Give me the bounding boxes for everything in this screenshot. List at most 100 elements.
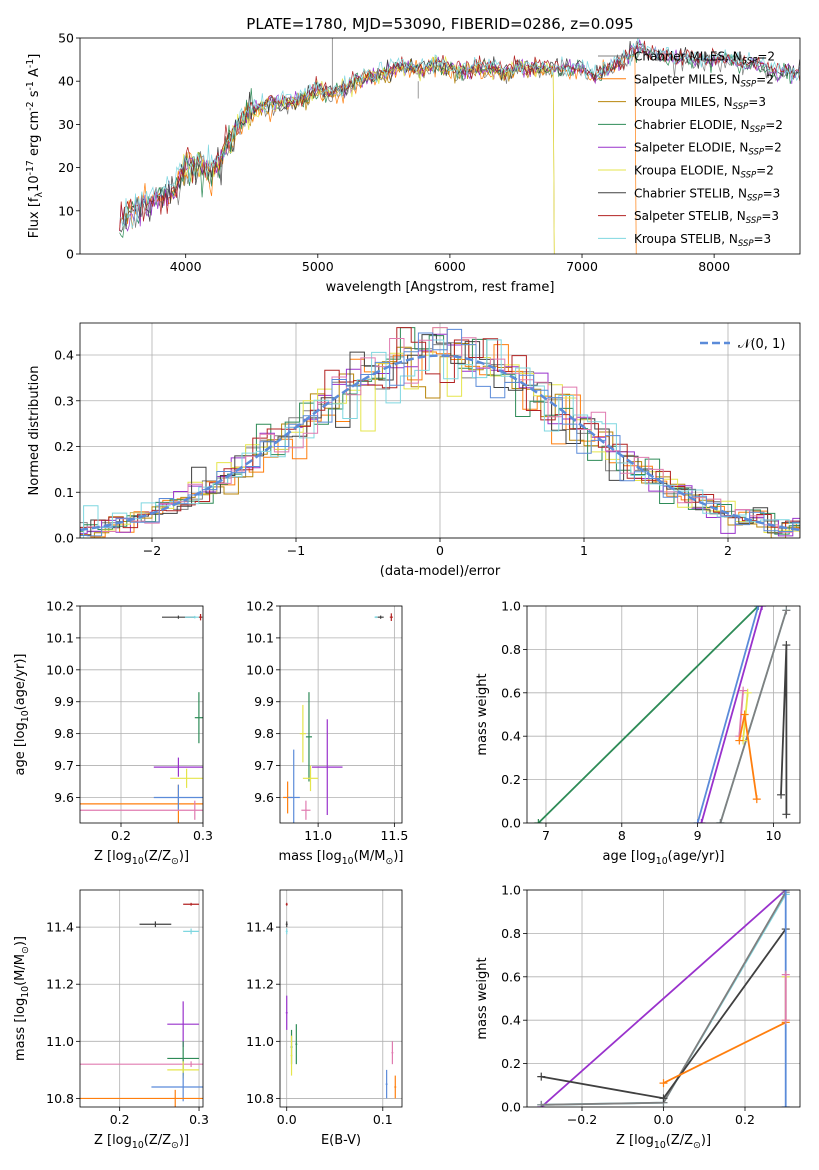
mass-weight-vs-Z-lines	[537, 890, 790, 1107]
mass-vs-ebv-errorbar-1	[285, 902, 288, 906]
mass-weight-vs-age-marker	[697, 819, 706, 823]
residuals-xlabel: (data-model)/error	[380, 564, 501, 579]
spectrum-legend: Chabrier MILES, NSSP=2 Salpeter MILES, NS…	[598, 50, 783, 249]
mass-vs-ebv-xtick-label: 0.0	[277, 1112, 297, 1127]
mass-weight-vs-age-marker	[754, 606, 763, 610]
age-vs-Z-ytick-label: 10.1	[46, 630, 74, 645]
age-vs-mass-errorbar-4	[299, 704, 306, 763]
mass-vs-Z-panel: 0.2 0.3 10.8 11.0 11.2 11.4 Z [log10(Z/Z⊙)] mas…	[13, 889, 209, 1151]
mass-vs-Z-ytick-label: 11.2	[46, 977, 74, 992]
age-vs-Z-points	[80, 613, 203, 823]
legend-label-7: Chabrier STELIB, NSSP=3	[634, 186, 780, 203]
mass-weight-vs-age-marker	[782, 810, 791, 819]
mass-vs-Z-xlabel: Z [log10(Z/Z⊙)]	[94, 1133, 189, 1151]
age-vs-Z-errorbar-3	[198, 613, 203, 621]
mass-vs-ebv-errorbar-7	[290, 1035, 293, 1076]
mass-weight-vs-age-frame	[526, 605, 801, 824]
age-vs-mass-errorbar-2	[287, 749, 300, 823]
legend-label-5: Salpeter ELODIE, NSSP=2	[634, 141, 782, 158]
mass-vs-Z-errorbar-4	[167, 1001, 200, 1048]
mass-weight-vs-Z-marker	[781, 970, 790, 979]
residual-hist-8	[80, 327, 800, 538]
mass-vs-ebv-xlabel: E(B-V)	[321, 1133, 361, 1148]
mass-vs-Z-points	[80, 902, 203, 1107]
mass-weight-vs-age-xtick-label: 9	[694, 828, 702, 843]
mass-weight-vs-age-series-1	[537, 606, 759, 823]
legend-label-8: Salpeter STELIB, NSSP=3	[634, 209, 779, 226]
spectrum-xtick-label: 6000	[434, 259, 466, 274]
mass-weight-vs-Z-ytick-label: 0.2	[501, 1056, 521, 1071]
age-vs-mass-errorbar-10	[389, 613, 393, 621]
spectrum-xlabel: wavelength [Angstrom, rest frame]	[326, 280, 555, 295]
mass-weight-vs-age-panel: 7 8 9 10 0.0 0.2 0.4 0.6 0.8 1.0 age [log10(age/yr…	[475, 599, 801, 867]
age-vs-Z-ytick-label: 9.8	[54, 726, 74, 741]
mass-vs-Z-ylabel: mass [log10(M/M⊙)]	[13, 936, 31, 1061]
mass-vs-ebv-frame	[279, 889, 403, 1108]
residuals-panel: −2 −1 0 1 2 0.0 0.1 0.2 0.3 0.4 (data-model)/error…	[27, 322, 801, 579]
mass-vs-ebv-errorbar-2	[285, 921, 288, 928]
mass-weight-vs-age-xtick-label: 7	[542, 828, 550, 843]
residuals-ytick-label: 0.3	[54, 393, 74, 408]
legend-label-1: Chabrier MILES, NSSP=2	[634, 50, 775, 67]
mass-weight-vs-Z-panel: −0.2 0.0 0.2 0.0 0.2 0.4 0.6 0.8 1.0 Z [log10(Z/Z…	[475, 883, 801, 1151]
mass-vs-Z-frame	[79, 889, 204, 1108]
mass-weight-vs-age-series-8	[738, 714, 758, 800]
legend-label-6: Kroupa ELODIE, NSSP=2	[634, 164, 774, 181]
mass-weight-vs-age-ylabel: mass weight	[475, 673, 490, 755]
residual-hist-9	[80, 339, 800, 538]
mass-weight-vs-age-marker	[740, 710, 749, 719]
mass-vs-ebv-errorbar-8	[385, 1069, 388, 1099]
mass-weight-vs-Z-marker	[537, 1100, 546, 1107]
mass-vs-ebv-errorbar-3	[285, 928, 288, 935]
mass-vs-ebv-errorbar-6	[295, 1024, 298, 1065]
mass-weight-vs-Z-ytick-label: 0.8	[501, 926, 521, 941]
mass-vs-Z-errorbar-9	[80, 1089, 203, 1107]
age-vs-Z-ytick-label: 10.2	[46, 599, 74, 614]
mass-weight-vs-age-marker	[534, 819, 543, 823]
mass-weight-vs-age-marker	[693, 819, 702, 823]
residual-hist-5	[80, 333, 800, 537]
mass-vs-Z-errorbar-2	[139, 921, 172, 928]
mass-weight-vs-age-ytick-label: 0.8	[501, 642, 521, 657]
residuals-xtick-label: 1	[580, 543, 588, 558]
mass-weight-vs-Z-marker	[781, 890, 790, 894]
normal-reference-curve	[80, 354, 800, 532]
spectrum-xtick-label: 4000	[170, 259, 202, 274]
legend-label-2: Salpeter MILES, NSSP=2	[634, 72, 774, 89]
age-vs-Z-errorbar-7	[170, 768, 203, 788]
age-vs-Z-xtick-label: 0.3	[193, 828, 213, 843]
mass-vs-Z-xtick-label: 0.3	[189, 1112, 209, 1127]
age-vs-mass-errorbar-5	[305, 692, 313, 782]
mass-weight-vs-age-marker	[743, 688, 752, 697]
spectrum-xtick-label: 7000	[566, 259, 598, 274]
spectrum-ytick-label: 50	[58, 31, 74, 46]
mass-weight-vs-Z-marker	[781, 1103, 790, 1107]
mass-weight-vs-age-marker	[777, 790, 786, 799]
mass-weight-vs-age-marker	[752, 795, 761, 804]
residuals-frame	[79, 322, 801, 539]
mass-weight-vs-age-ytick-label: 0.6	[501, 685, 521, 700]
mass-weight-vs-Z-ylabel: mass weight	[475, 957, 490, 1039]
mass-weight-vs-age-marker	[782, 641, 791, 650]
age-vs-mass-ytick-label: 10.1	[246, 630, 274, 645]
mass-weight-vs-age-ytick-label: 0.0	[501, 816, 521, 831]
age-vs-mass-ytick-label: 9.7	[254, 758, 274, 773]
spectrum-ylabel: Flux [fλ10-17 erg cm-2 s-1 A-1]	[25, 54, 45, 239]
mass-weight-vs-Z-xtick-label: 0.2	[735, 1112, 755, 1127]
spectrum-lines	[119, 38, 800, 254]
mass-vs-ebv-ytick-label: 11.4	[246, 920, 274, 935]
mass-weight-vs-age-ytick-label: 0.4	[501, 729, 521, 744]
mass-weight-vs-Z-frame	[526, 889, 801, 1108]
mass-weight-vs-age-series-2	[696, 606, 760, 823]
spectrum-ytick-label: 40	[58, 74, 74, 89]
figure-title: PLATE=1780, MJD=53090, FIBERID=0286, z=0…	[246, 15, 633, 33]
mass-weight-vs-Z-series-1	[540, 890, 787, 1107]
residuals-ytick-label: 0.4	[54, 348, 74, 363]
mass-weight-vs-age-marker	[735, 736, 744, 745]
age-vs-Z-errorbar-5	[153, 784, 203, 811]
age-vs-Z-xtick-label: 0.2	[111, 828, 131, 843]
mass-weight-vs-age-xtick-label: 8	[618, 828, 626, 843]
age-vs-mass-frame	[279, 605, 403, 824]
age-vs-Z-ytick-label: 9.6	[54, 790, 74, 805]
mass-vs-Z-errorbar-8	[151, 1072, 203, 1102]
